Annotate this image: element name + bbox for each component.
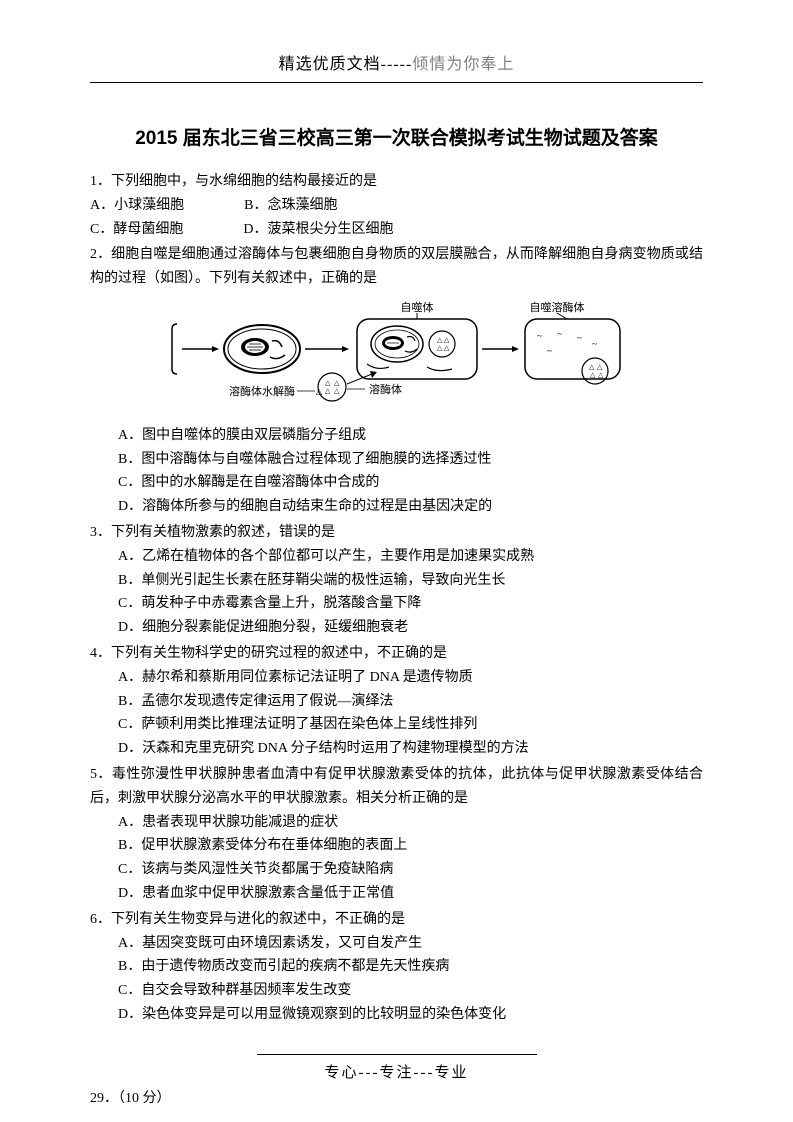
svg-text:△: △ bbox=[589, 363, 595, 371]
q6-option-a: A．基因突变既可由环境因素诱发，又可自发产生 bbox=[90, 932, 703, 956]
question-5: 5．毒性弥漫性甲状腺肿患者血清中有促甲状腺激素受体的抗体，此抗体与促甲状腺激素受… bbox=[90, 763, 703, 906]
q2-stem: 2．细胞自噬是细胞通过溶酶体与包裹细胞自身物质的双层膜融合，从而降解细胞自身病变… bbox=[90, 243, 703, 291]
svg-text:~: ~ bbox=[592, 339, 597, 349]
question-3: 3．下列有关植物激素的叙述，错误的是 A．乙烯在植物体的各个部位都可以产生，主要… bbox=[90, 521, 703, 640]
label-lysosome: 溶酶体 bbox=[369, 382, 402, 396]
q3-option-b: B．单侧光引起生长素在胚芽鞘尖端的极性运输，导致向光生长 bbox=[90, 569, 703, 593]
q4-option-a: A．赫尔希和蔡斯用同位素标记法证明了 DNA 是遗传物质 bbox=[90, 666, 703, 690]
svg-text:△: △ bbox=[437, 344, 443, 352]
q2-option-c: C．图中的水解酶是在自噬溶酶体中合成的 bbox=[90, 471, 703, 495]
q1-option-b: B．念珠藻细胞 bbox=[244, 194, 337, 218]
svg-text:△: △ bbox=[325, 387, 331, 395]
q5-option-c: C．该病与类风湿性关节炎都属于免疫缺陷病 bbox=[90, 858, 703, 882]
q3-option-a: A．乙烯在植物体的各个部位都可以产生，主要作用是加速果实成熟 bbox=[90, 545, 703, 569]
label-autophagosome: 自噬体 bbox=[400, 300, 433, 314]
q2-option-d: D．溶酶体所参与的细胞自动结束生命的过程是由基因决定的 bbox=[90, 495, 703, 519]
svg-text:△: △ bbox=[590, 371, 596, 379]
q5-option-a: A．患者表现甲状腺功能减退的症状 bbox=[90, 811, 703, 835]
exam-title: 2015 届东北三省三校高三第一次联合模拟考试生物试题及答案 bbox=[90, 123, 703, 150]
svg-text:~: ~ bbox=[537, 331, 542, 341]
svg-text:△: △ bbox=[597, 363, 603, 371]
question-1: 1．下列细胞中，与水绵细胞的结构最接近的是 A．小球藻细胞 B．念珠藻细胞 C．… bbox=[90, 170, 703, 241]
q2-option-a: A．图中自噬体的膜由双层磷脂分子组成 bbox=[90, 424, 703, 448]
q4-stem: 4．下列有关生物科学史的研究过程的叙述中，不正确的是 bbox=[90, 642, 703, 666]
q5-stem: 5．毒性弥漫性甲状腺肿患者血清中有促甲状腺激素受体的抗体，此抗体与促甲状腺激素受… bbox=[90, 763, 703, 811]
q1-option-c: C．酵母菌细胞 bbox=[90, 218, 183, 242]
svg-text:△: △ bbox=[334, 379, 340, 387]
q1-option-a: A．小球藻细胞 bbox=[90, 194, 184, 218]
q2-option-b: B．图中溶酶体与自噬体融合过程体现了细胞膜的选择透过性 bbox=[90, 448, 703, 472]
svg-text:△: △ bbox=[315, 387, 322, 396]
header-suffix: 倾情为你奉上 bbox=[412, 56, 514, 73]
svg-text:△: △ bbox=[444, 344, 450, 352]
diagram-svg: 自噬体 自噬溶酶体 bbox=[167, 299, 627, 409]
question-6: 6．下列有关生物变异与进化的叙述中，不正确的是 A．基因突变既可由环境因素诱发，… bbox=[90, 908, 703, 1027]
q6-stem: 6．下列有关生物变异与进化的叙述中，不正确的是 bbox=[90, 908, 703, 932]
q6-option-c: C．自交会导致种群基因频率发生改变 bbox=[90, 979, 703, 1003]
q4-option-c: C．萨顿利用类比推理法证明了基因在染色体上呈线性排列 bbox=[90, 713, 703, 737]
q6-option-b: B．由于遗传物质改变而引起的疾病不都是先天性疾病 bbox=[90, 955, 703, 979]
q5-option-d: D．患者血浆中促甲状腺激素含量低于正常值 bbox=[90, 882, 703, 906]
header-prefix: 精选优质文档----- bbox=[279, 56, 413, 73]
q3-option-c: C．萌发种子中赤霉素含量上升，脱落酸含量下降 bbox=[90, 592, 703, 616]
q1-option-d: D．菠菜根尖分生区细胞 bbox=[243, 218, 393, 242]
svg-text:△: △ bbox=[437, 336, 443, 344]
page-footer: 专心---专注---专业 bbox=[0, 1054, 793, 1082]
q3-stem: 3．下列有关植物激素的叙述，错误的是 bbox=[90, 521, 703, 545]
svg-text:~: ~ bbox=[547, 346, 552, 356]
autophagy-diagram: 自噬体 自噬溶酶体 bbox=[90, 299, 703, 418]
svg-text:△: △ bbox=[325, 379, 331, 387]
q5-option-b: B．促甲状腺激素受体分布在垂体细胞的表面上 bbox=[90, 834, 703, 858]
q3-option-d: D．细胞分裂素能促进细胞分裂，延缓细胞衰老 bbox=[90, 616, 703, 640]
question-2: 2．细胞自噬是细胞通过溶酶体与包裹细胞自身物质的双层膜融合，从而降解细胞自身病变… bbox=[90, 243, 703, 519]
svg-text:△: △ bbox=[444, 336, 450, 344]
svg-text:~: ~ bbox=[577, 333, 582, 343]
label-hydrolase: 溶酶体水解酶 bbox=[229, 384, 295, 398]
q4-option-d: D．沃森和克里克研究 DNA 分子结构时运用了构建物理模型的方法 bbox=[90, 737, 703, 761]
footer-divider bbox=[257, 1054, 537, 1055]
label-autolysosome: 自噬溶酶体 bbox=[529, 300, 584, 314]
svg-text:△: △ bbox=[598, 371, 604, 379]
question-29: 29．（10 分） bbox=[90, 1087, 703, 1107]
q6-option-d: D．染色体变异是可以用显微镜观察到的比较明显的染色体变化 bbox=[90, 1003, 703, 1027]
q4-option-b: B．孟德尔发现遗传定律运用了假说—演绎法 bbox=[90, 690, 703, 714]
q1-stem: 1．下列细胞中，与水绵细胞的结构最接近的是 bbox=[90, 170, 703, 194]
page-header: 精选优质文档-----倾情为你奉上 bbox=[90, 50, 703, 83]
footer-text: 专心---专注---专业 bbox=[325, 1065, 469, 1081]
svg-text:~: ~ bbox=[557, 329, 562, 339]
question-4: 4．下列有关生物科学史的研究过程的叙述中，不正确的是 A．赫尔希和蔡斯用同位素标… bbox=[90, 642, 703, 761]
svg-text:△: △ bbox=[334, 387, 340, 395]
